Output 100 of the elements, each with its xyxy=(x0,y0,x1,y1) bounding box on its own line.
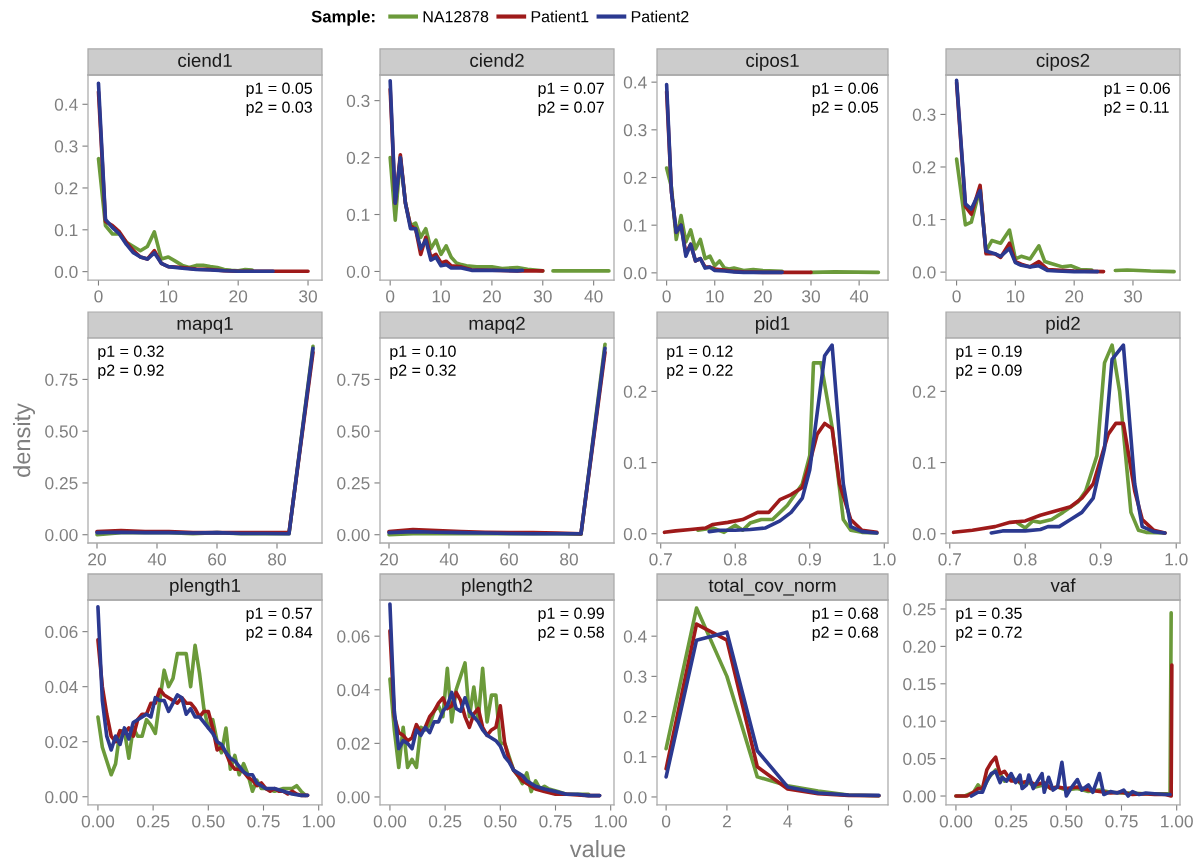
y-tick-label: 0.3 xyxy=(623,670,647,683)
y-tick-label: 0.05 xyxy=(903,752,936,766)
x-tick-label: 4 xyxy=(783,815,793,828)
y-tick-label: 0.2 xyxy=(912,385,936,398)
x-tick-label: 0 xyxy=(661,815,671,828)
x-tick-label: 0 xyxy=(662,290,671,303)
y-tick-label: 0.50 xyxy=(45,425,78,438)
x-tick-label: 10 xyxy=(432,290,451,303)
y-tick-label: 0.00 xyxy=(45,528,78,542)
x-tick-label: 20 xyxy=(229,290,248,303)
y-tick-label: 0.3 xyxy=(912,108,936,121)
y-tick-label: 0.25 xyxy=(903,603,936,616)
chart-title: vaf xyxy=(1050,578,1076,593)
annotation: p1 = 0.57 xyxy=(246,607,312,623)
y-tick-label: 0.0 xyxy=(623,527,647,541)
annotation: p1 = 0.19 xyxy=(956,345,1022,361)
x-tick-label: 1.00 xyxy=(595,815,627,828)
y-tick-label: 0.4 xyxy=(623,76,647,89)
legend-title: Sample: xyxy=(311,10,375,26)
x-tick-label: 30 xyxy=(1123,290,1142,303)
y-tick-label: 0.06 xyxy=(337,630,370,643)
y-tick-label: 0.2 xyxy=(623,385,647,398)
x-tick-label: 20 xyxy=(1065,290,1084,303)
annotation: p1 = 0.07 xyxy=(538,82,604,98)
y-tick-label: 0.75 xyxy=(45,373,78,386)
y-tick-label: 0.1 xyxy=(912,456,936,470)
y-tick-label: 0.00 xyxy=(903,790,936,803)
y-tick-label: 0.0 xyxy=(912,266,936,279)
x-tick-label: 80 xyxy=(560,553,578,566)
x-tick-label: 20 xyxy=(754,290,772,303)
x-tick-label: 60 xyxy=(500,553,518,566)
chart-title: plength2 xyxy=(462,578,533,596)
x-tick-label: 0.8 xyxy=(723,553,747,566)
y-tick-label: 0.4 xyxy=(623,630,647,643)
annotation: p1 = 0.99 xyxy=(538,607,604,623)
x-tick-label: 2 xyxy=(722,815,731,828)
y-tick-label: 0.06 xyxy=(45,625,78,639)
x-tick-label: 0.00 xyxy=(939,815,973,828)
y-tick-label: 0.2 xyxy=(912,161,936,174)
y-tick-label: 0.0 xyxy=(623,267,647,280)
x-tick-label: 0.50 xyxy=(192,815,225,828)
annotation: p2 = 0.32 xyxy=(390,364,456,379)
y-tick-label: 0.04 xyxy=(337,683,370,697)
y-tick-label: 0.2 xyxy=(54,182,78,195)
y-tick-label: 0.25 xyxy=(337,477,370,490)
y-tick-label: 0.04 xyxy=(45,680,78,694)
x-tick-label: 0.50 xyxy=(484,815,517,828)
x-axis-title: value xyxy=(569,840,626,858)
y-tick-label: 0.0 xyxy=(623,791,647,804)
y-tick-label: 0.2 xyxy=(623,710,647,724)
chart-title: cipos2 xyxy=(1036,53,1090,71)
x-tick-label: 1.0 xyxy=(1165,553,1188,566)
legend-label: Patient1 xyxy=(531,10,589,23)
x-tick-label: 0.25 xyxy=(994,815,1028,828)
annotation: p1 = 0.32 xyxy=(98,345,164,361)
annotation: p2 = 0.22 xyxy=(667,364,733,379)
chart-title: cipos1 xyxy=(746,53,799,71)
y-tick-label: 0.00 xyxy=(337,528,370,542)
x-tick-label: 20 xyxy=(88,553,106,566)
x-tick-label: 0.50 xyxy=(1050,815,1083,828)
y-tick-label: 0.1 xyxy=(623,219,647,232)
y-tick-label: 0.75 xyxy=(337,373,370,386)
x-tick-label: 40 xyxy=(584,290,603,303)
x-tick-label: 30 xyxy=(802,290,820,303)
chart-title: mapq2 xyxy=(469,316,525,334)
annotation: p2 = 0.92 xyxy=(98,364,164,379)
chart-title: pid2 xyxy=(1046,316,1080,334)
x-tick-label: 0.7 xyxy=(649,553,672,566)
y-tick-label: 0.0 xyxy=(912,527,936,541)
y-tick-label: 0.3 xyxy=(54,140,78,153)
y-tick-label: 0.1 xyxy=(623,750,647,764)
x-tick-label: 0 xyxy=(952,290,961,303)
x-tick-label: 0.75 xyxy=(247,815,280,828)
y-tick-label: 0.25 xyxy=(45,477,78,490)
y-tick-label: 0.1 xyxy=(346,208,370,221)
annotation: p1 = 0.12 xyxy=(667,345,733,361)
y-tick-label: 0.20 xyxy=(903,640,936,653)
y-tick-label: 0.3 xyxy=(346,94,370,108)
annotation: p2 = 0.03 xyxy=(246,101,312,116)
x-tick-label: 0 xyxy=(386,290,395,303)
annotation: p1 = 0.68 xyxy=(812,607,879,623)
x-tick-label: 0.75 xyxy=(539,815,572,828)
x-tick-label: 10 xyxy=(1007,290,1025,303)
x-tick-label: 1.00 xyxy=(1161,815,1193,828)
x-tick-label: 6 xyxy=(844,815,853,828)
x-tick-label: 30 xyxy=(299,290,318,303)
chart-title: total_cov_norm xyxy=(708,578,836,596)
x-tick-label: 0.25 xyxy=(136,815,170,828)
x-tick-label: 0.9 xyxy=(1089,553,1112,566)
legend-label: Patient2 xyxy=(631,10,689,23)
x-tick-label: 0.00 xyxy=(373,815,407,828)
x-tick-label: 10 xyxy=(706,290,724,303)
annotation: p2 = 0.84 xyxy=(246,626,313,641)
y-tick-label: 0.1 xyxy=(54,223,78,237)
annotation: p2 = 0.68 xyxy=(812,626,879,641)
y-axis-title: density xyxy=(12,403,35,477)
y-tick-label: 0.00 xyxy=(45,790,78,804)
y-tick-label: 0.2 xyxy=(346,151,370,165)
annotation: p2 = 0.05 xyxy=(812,101,879,116)
chart-title: ciend2 xyxy=(470,53,524,68)
